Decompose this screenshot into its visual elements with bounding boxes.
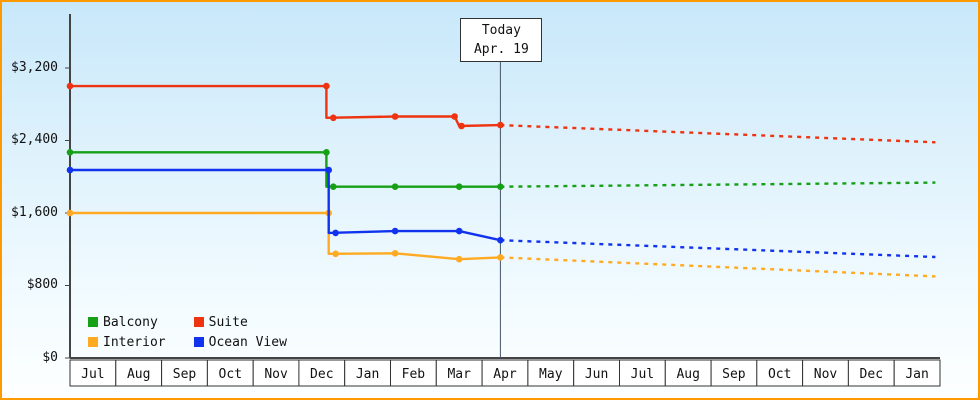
- month-label: Jun: [585, 367, 608, 382]
- month-label: Feb: [402, 367, 426, 382]
- data-marker-interior: [66, 209, 74, 217]
- data-marker-ocean-view: [455, 227, 463, 235]
- month-label: Oct: [219, 367, 242, 382]
- series-forecast-suite: [500, 123, 936, 144]
- data-marker-interior: [391, 250, 399, 257]
- series-forecast-balcony: [500, 181, 936, 188]
- month-label: Oct: [768, 367, 791, 382]
- month-cell: [435, 359, 483, 387]
- data-marker-balcony: [391, 183, 399, 190]
- data-marker-interior: [332, 250, 339, 258]
- data-marker-ocean-view: [497, 236, 504, 244]
- data-marker-balcony: [497, 183, 504, 190]
- month-label: Dec: [860, 367, 883, 382]
- month-label: Dec: [310, 367, 333, 382]
- month-cell: [573, 359, 620, 387]
- legend-item-interior: Interior: [88, 335, 184, 350]
- y-tick-label: $800: [26, 277, 58, 292]
- legend-item-ocean-view: Ocean View: [193, 334, 290, 350]
- y-tick-label: $2,400: [11, 132, 58, 147]
- legend-label-balcony: Balcony: [103, 314, 158, 330]
- month-cell: [527, 359, 575, 387]
- data-marker-ocean-view: [391, 227, 399, 235]
- month-cell: [115, 359, 163, 387]
- month-cell: [664, 359, 712, 387]
- legend-label-interior: Interior: [103, 334, 166, 350]
- y-tick-label: $0: [42, 350, 58, 365]
- data-marker-suite: [66, 82, 74, 90]
- month-label: May: [539, 367, 563, 382]
- month-label: Aug: [676, 367, 699, 382]
- month-label: Jul: [81, 367, 104, 382]
- month-cell: [893, 359, 941, 387]
- series-history-interior: [70, 211, 501, 261]
- data-marker-balcony: [455, 183, 463, 190]
- month-label: Apr: [493, 367, 517, 382]
- month-cell: [344, 359, 391, 387]
- legend-row: Balcony Suite: [88, 312, 290, 332]
- y-tick-label: $3,200: [11, 60, 58, 75]
- series-history-suite: [70, 84, 501, 128]
- legend-item-suite: Suite: [193, 314, 290, 330]
- today-date: Apr. 19: [473, 42, 529, 57]
- data-marker-suite: [451, 113, 458, 120]
- data-marker-suite: [497, 121, 504, 129]
- month-label: Aug: [127, 367, 150, 382]
- data-marker-suite: [330, 114, 337, 122]
- month-label: Mar: [447, 367, 471, 382]
- y-tick-label: $1,600: [11, 205, 58, 220]
- month-label: Jul: [631, 367, 654, 382]
- legend: Balcony Suite Interior Ocean View: [88, 312, 290, 352]
- month-label: Sep: [173, 367, 197, 382]
- data-marker-suite: [391, 113, 399, 120]
- today-box: Today Apr. 19: [460, 18, 543, 62]
- legend-swatch-ocean-view: [193, 337, 204, 347]
- month-cell: [847, 359, 895, 387]
- data-marker-interior: [497, 254, 504, 261]
- legend-item-balcony: Balcony: [88, 315, 184, 330]
- month-cell: [69, 359, 117, 387]
- series-forecast-interior: [500, 256, 936, 278]
- month-label: Sep: [722, 367, 746, 382]
- month-label: Nov: [814, 367, 838, 382]
- month-cell: [619, 359, 666, 387]
- month-cell: [802, 359, 849, 387]
- data-marker-suite: [458, 122, 465, 130]
- month-cell: [161, 359, 208, 387]
- data-marker-suite: [323, 82, 330, 90]
- data-marker-balcony: [66, 149, 74, 156]
- legend-swatch-interior: [88, 337, 98, 347]
- month-label: Jan: [905, 367, 928, 382]
- month-cell: [252, 359, 300, 387]
- data-marker-ocean-view: [332, 229, 339, 237]
- month-label: Jan: [356, 367, 379, 382]
- series-forecast-ocean-view: [500, 239, 936, 259]
- legend-swatch-balcony: [88, 317, 98, 327]
- month-cell: [390, 359, 437, 387]
- data-marker-balcony: [323, 149, 330, 156]
- legend-label-ocean-view: Ocean View: [208, 334, 287, 350]
- data-marker-ocean-view: [66, 166, 74, 174]
- data-marker-ocean-view: [325, 166, 333, 174]
- series-history-ocean-view: [70, 168, 501, 242]
- data-marker-balcony: [330, 183, 337, 190]
- legend-label-suite: Suite: [208, 314, 248, 330]
- legend-swatch-suite: [193, 317, 204, 327]
- today-label: Today: [481, 23, 521, 38]
- legend-row: Interior Ocean View: [88, 332, 290, 352]
- data-marker-interior: [455, 255, 463, 263]
- month-label: Nov: [264, 367, 288, 382]
